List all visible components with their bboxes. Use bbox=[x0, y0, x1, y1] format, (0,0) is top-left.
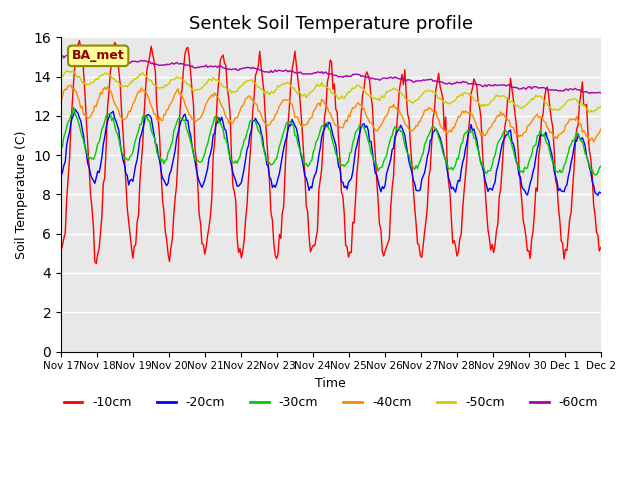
-30cm bbox=[70, 105, 77, 110]
-20cm bbox=[444, 167, 451, 172]
-10cm bbox=[595, 248, 603, 254]
-20cm bbox=[71, 107, 79, 112]
-30cm bbox=[524, 165, 531, 171]
-50cm bbox=[63, 68, 70, 74]
-40cm bbox=[590, 139, 598, 144]
-60cm bbox=[336, 73, 344, 79]
-10cm bbox=[445, 179, 452, 185]
-30cm bbox=[597, 163, 605, 169]
-40cm bbox=[597, 126, 605, 132]
-20cm bbox=[336, 166, 344, 172]
-10cm bbox=[337, 189, 345, 195]
Y-axis label: Soil Temperature (C): Soil Temperature (C) bbox=[15, 130, 28, 259]
-40cm bbox=[336, 124, 344, 130]
-40cm bbox=[67, 82, 75, 88]
-50cm bbox=[444, 100, 451, 106]
-60cm bbox=[94, 56, 102, 62]
Line: -30cm: -30cm bbox=[61, 108, 601, 175]
-40cm bbox=[595, 130, 603, 136]
-50cm bbox=[524, 101, 531, 107]
-20cm bbox=[94, 168, 102, 174]
-50cm bbox=[595, 105, 603, 111]
-50cm bbox=[77, 76, 84, 82]
-20cm bbox=[57, 173, 65, 179]
-30cm bbox=[94, 141, 102, 147]
-50cm bbox=[597, 104, 605, 109]
-20cm bbox=[595, 189, 603, 195]
-60cm bbox=[57, 53, 65, 59]
-10cm bbox=[525, 248, 532, 253]
-20cm bbox=[524, 192, 531, 198]
-60cm bbox=[597, 90, 605, 96]
Line: -20cm: -20cm bbox=[61, 109, 601, 195]
-10cm bbox=[92, 261, 100, 266]
-20cm bbox=[594, 192, 602, 198]
-40cm bbox=[77, 105, 84, 111]
-60cm bbox=[64, 52, 72, 58]
-20cm bbox=[597, 190, 605, 196]
X-axis label: Time: Time bbox=[316, 377, 346, 390]
-60cm bbox=[595, 90, 603, 96]
Line: -50cm: -50cm bbox=[61, 71, 601, 112]
-50cm bbox=[57, 74, 65, 80]
-30cm bbox=[336, 161, 344, 167]
Line: -60cm: -60cm bbox=[61, 55, 601, 93]
-10cm bbox=[95, 246, 103, 252]
-60cm bbox=[444, 81, 451, 87]
-30cm bbox=[593, 172, 600, 178]
-40cm bbox=[444, 131, 451, 137]
-10cm bbox=[597, 245, 605, 251]
Line: -40cm: -40cm bbox=[61, 85, 601, 142]
-60cm bbox=[524, 84, 531, 90]
-50cm bbox=[336, 96, 344, 102]
-30cm bbox=[595, 165, 603, 171]
-40cm bbox=[57, 98, 65, 104]
-40cm bbox=[524, 123, 531, 129]
-40cm bbox=[94, 97, 102, 103]
-60cm bbox=[586, 90, 593, 96]
-30cm bbox=[77, 129, 84, 134]
Text: BA_met: BA_met bbox=[72, 49, 125, 62]
-10cm bbox=[77, 44, 84, 50]
-50cm bbox=[94, 77, 102, 83]
-10cm bbox=[76, 37, 83, 43]
Title: Sentek Soil Temperature profile: Sentek Soil Temperature profile bbox=[189, 15, 473, 33]
-50cm bbox=[586, 109, 593, 115]
-10cm bbox=[57, 249, 65, 254]
-30cm bbox=[57, 142, 65, 148]
-20cm bbox=[77, 118, 84, 124]
Legend: -10cm, -20cm, -30cm, -40cm, -50cm, -60cm: -10cm, -20cm, -30cm, -40cm, -50cm, -60cm bbox=[58, 391, 603, 414]
-60cm bbox=[77, 56, 84, 62]
Line: -10cm: -10cm bbox=[61, 40, 601, 264]
-30cm bbox=[444, 162, 451, 168]
